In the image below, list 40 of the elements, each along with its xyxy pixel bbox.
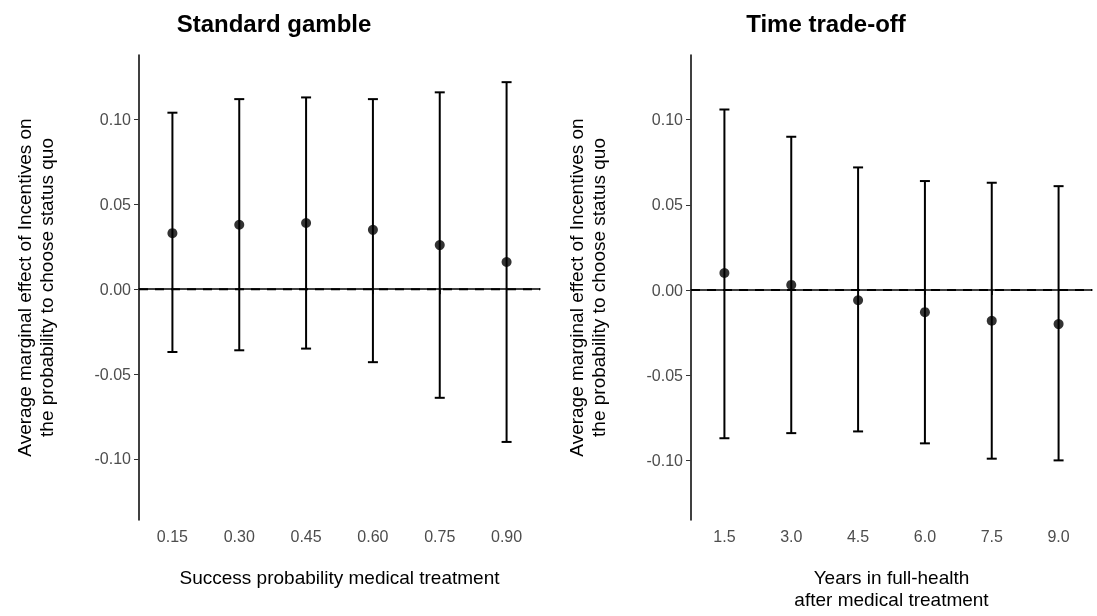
x-tick-label: 0.90 [491, 527, 523, 545]
y-tick-label: 0.10 [651, 111, 684, 129]
chart-title: Time trade-off [746, 9, 907, 37]
x-tick-label: 9.0 [1047, 527, 1070, 545]
y-tick-label: 0.05 [99, 195, 132, 213]
point [234, 219, 245, 230]
x-tick-label: 0.60 [357, 527, 389, 545]
y-axis-title: Average marginal effect of Incentives on the probability to choose status quo [13, 118, 57, 457]
x-tick-label: 6.0 [913, 527, 937, 545]
point [853, 295, 864, 306]
point [1053, 319, 1064, 330]
point [919, 307, 930, 318]
y-tick-label: -0.05 [94, 365, 132, 383]
point [501, 257, 512, 268]
point [301, 218, 312, 229]
x-tick-label: 1.5 [713, 527, 736, 545]
x-tick-label: 0.15 [156, 527, 189, 545]
y-tick-label: -0.10 [646, 451, 684, 469]
point [719, 268, 730, 279]
x-tick-label: 3.0 [780, 527, 803, 545]
x-tick-label: 0.30 [223, 527, 255, 545]
y-tick-label: -0.05 [646, 366, 684, 384]
point [786, 279, 797, 290]
x-tick-label: 0.75 [424, 527, 456, 545]
x-tick-label: 4.5 [846, 527, 870, 545]
x-axis-title: Years in full-health after medical treatment [794, 566, 990, 610]
point [367, 224, 378, 235]
point [434, 240, 445, 251]
x-tick-label: 0.45 [290, 527, 322, 545]
x-tick-label: 7.5 [980, 527, 1003, 545]
point [986, 315, 997, 326]
y-tick-label: 0.10 [99, 110, 132, 128]
y-tick-label: 0.05 [651, 196, 684, 214]
chart-title: Standard gamble [176, 9, 372, 37]
y-tick-label: 0.00 [99, 280, 132, 298]
y-axis-title: Average marginal effect of Incentives on the probability to choose status quo [565, 118, 609, 457]
y-tick-label: -0.10 [94, 450, 132, 468]
y-tick-label: 0.00 [651, 281, 684, 299]
point [167, 228, 178, 239]
x-axis-title: Success probability medical treatment [179, 566, 501, 588]
